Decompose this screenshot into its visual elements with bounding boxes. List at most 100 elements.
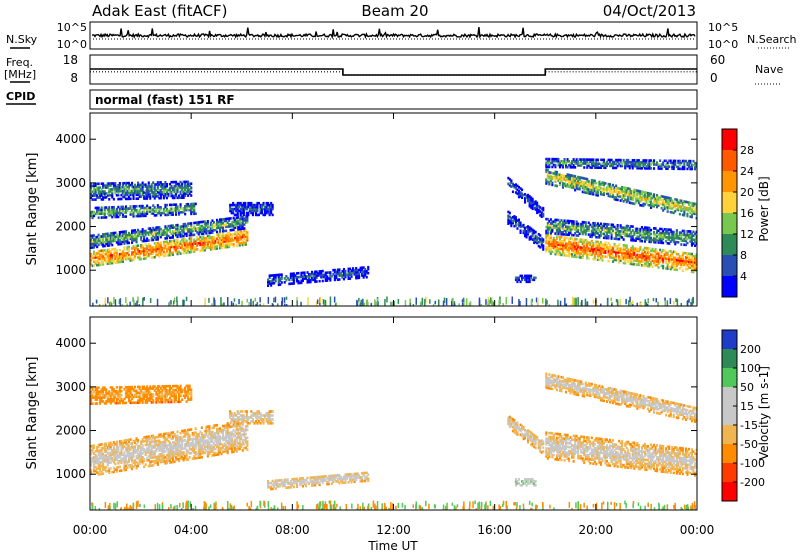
- heatmap-cell: [531, 301, 533, 306]
- heatmap-cell: [588, 180, 590, 183]
- heatmap-cell: [207, 220, 209, 223]
- heatmap-cell: [466, 298, 468, 306]
- freq-tick-bottom: 8: [70, 71, 78, 85]
- heatmap-cell: [139, 304, 141, 310]
- heatmap-cell: [105, 442, 107, 445]
- heatmap-cell: [317, 300, 319, 304]
- heatmap-cell: [231, 301, 233, 309]
- heatmap-cell: [575, 298, 577, 306]
- heatmap-cell: [281, 281, 283, 284]
- y-tick-label: 2000: [55, 220, 86, 234]
- heatmap-cell: [668, 165, 670, 168]
- heatmap-cell: [572, 297, 574, 305]
- heatmap-cell: [137, 244, 139, 247]
- heatmap-cell: [548, 158, 550, 161]
- heatmap-cell: [598, 181, 600, 184]
- y-tick-label: 3000: [55, 176, 86, 190]
- freq-label-line2: [MHz]: [4, 68, 36, 81]
- heatmap-cell: [190, 222, 192, 225]
- heatmap-cell: [556, 185, 558, 188]
- heatmap-cell: [629, 297, 631, 302]
- heatmap-cell: [128, 242, 130, 245]
- heatmap-cell: [680, 243, 682, 246]
- heatmap-cell: [686, 213, 688, 216]
- heatmap-cell: [220, 297, 222, 305]
- heatmap-cell: [542, 298, 544, 304]
- heatmap-cell: [105, 298, 107, 304]
- heatmap-cell: [673, 301, 675, 305]
- heatmap-cell: [676, 199, 678, 202]
- heatmap-cell: [645, 299, 647, 305]
- power-data-layer: [90, 158, 699, 312]
- heatmap-cell: [435, 301, 437, 304]
- heatmap-cell: [675, 298, 677, 302]
- heatmap-cell: [286, 297, 288, 300]
- heatmap-cell: [119, 299, 121, 304]
- heatmap-cell: [119, 182, 121, 185]
- heatmap-cell: [177, 224, 179, 227]
- heatmap-cell: [550, 235, 552, 238]
- heatmap-cell: [532, 198, 534, 201]
- heatmap-cell: [586, 178, 588, 181]
- noise-sky-series: [92, 27, 695, 37]
- heatmap-cell: [110, 467, 112, 470]
- heatmap-cell: [98, 216, 100, 219]
- heatmap-cell: [316, 280, 318, 283]
- heatmap-cell: [617, 224, 619, 227]
- nave-label: Nave: [755, 63, 783, 76]
- heatmap-cell: [650, 167, 652, 170]
- heatmap-cell: [572, 304, 574, 311]
- heatmap-cell: [674, 160, 676, 163]
- heatmap-cell: [588, 257, 590, 260]
- heatmap-cell: [679, 213, 681, 216]
- nsearch-label: N.Search: [747, 33, 797, 46]
- heatmap-cell: [595, 182, 597, 185]
- heatmap-cell: [444, 298, 446, 304]
- heatmap-cell: [169, 301, 171, 308]
- heatmap-cell: [128, 246, 130, 249]
- heatmap-cell: [284, 304, 286, 311]
- heatmap-cell: [213, 298, 215, 307]
- heatmap-cell: [329, 271, 331, 274]
- heatmap-cell: [557, 158, 559, 161]
- heatmap-cell: [193, 234, 195, 237]
- noise-right-tick-bottom: 10^0: [708, 38, 738, 51]
- heatmap-cell: [626, 244, 628, 247]
- heatmap-cell: [661, 207, 663, 210]
- heatmap-cell: [547, 169, 549, 172]
- heatmap-cell: [665, 301, 667, 309]
- heatmap-cell: [297, 297, 299, 300]
- heatmap-cell: [574, 175, 576, 178]
- heatmap-cell: [190, 194, 192, 197]
- heatmap-cell: [320, 297, 322, 303]
- heatmap-cell: [680, 200, 682, 203]
- heatmap-cell: [180, 203, 182, 206]
- heatmap-cell: [585, 299, 587, 306]
- heatmap-cell: [516, 227, 518, 230]
- heatmap-cell: [499, 299, 501, 304]
- heatmap-cell: [116, 249, 118, 252]
- heatmap-cell: [125, 215, 127, 218]
- heatmap-cell: [687, 300, 689, 309]
- heatmap-cell: [344, 270, 346, 273]
- heatmap-cell: [653, 159, 655, 162]
- heatmap-cell: [98, 183, 100, 186]
- heatmap-cell: [650, 193, 652, 196]
- heatmap-cell: [125, 297, 127, 303]
- heatmap-cell: [536, 202, 538, 205]
- heatmap-cell: [366, 276, 368, 279]
- heatmap-cell: [234, 298, 236, 301]
- heatmap-cell: [223, 302, 225, 310]
- heatmap-cell: [520, 229, 522, 232]
- heatmap-cell: [551, 182, 553, 185]
- heatmap-cell: [656, 298, 658, 302]
- heatmap-cell: [114, 463, 116, 466]
- heatmap-cell: [248, 302, 250, 306]
- heatmap-cell: [676, 269, 678, 272]
- heatmap-cell: [549, 304, 551, 311]
- heatmap-cell: [196, 248, 198, 251]
- heatmap-cell: [405, 300, 407, 309]
- heatmap-cell: [546, 300, 548, 304]
- heatmap-cell: [148, 181, 150, 184]
- heatmap-cell: [617, 199, 619, 202]
